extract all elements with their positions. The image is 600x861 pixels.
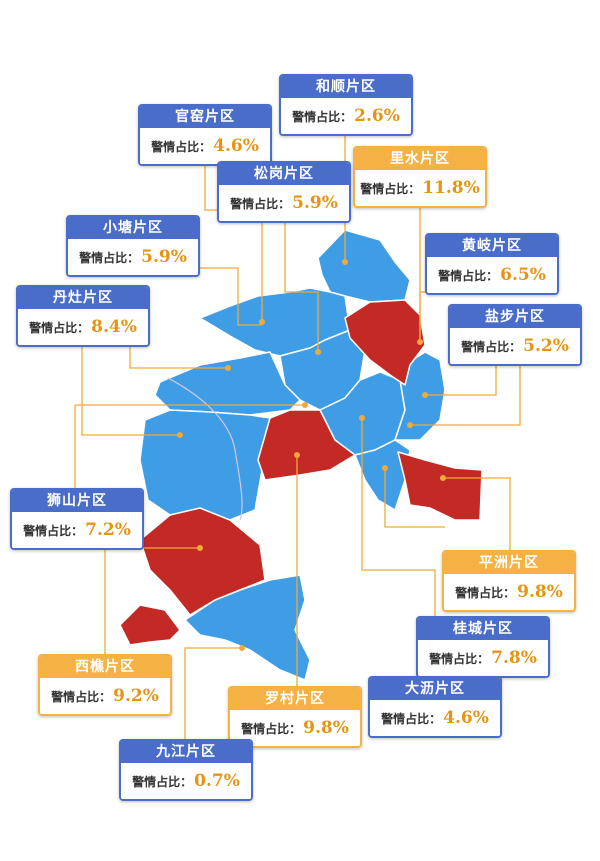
- dot-shishan: [177, 432, 183, 438]
- dot-jiujiang: [239, 645, 245, 651]
- leader-pingzhou-2: [384, 468, 445, 528]
- label-lishui[interactable]: 里水片区 警情占比： 11.8%: [353, 146, 487, 208]
- region-xiqiao-south[interactable]: [119, 604, 181, 646]
- label-dandzao-value: 8.4%: [91, 317, 137, 337]
- label-luocun-caption: 警情占比：: [241, 722, 302, 736]
- label-dali-title: 大沥片区: [370, 678, 500, 700]
- label-guanyao-title: 官窑片区: [140, 106, 270, 128]
- label-shishan-value: 7.2%: [85, 520, 131, 540]
- region-heshun[interactable]: [317, 229, 411, 303]
- dot-pingzhou: [440, 475, 446, 481]
- dot-guanyao: [259, 319, 265, 325]
- label-guanyao-value: 4.6%: [213, 136, 259, 156]
- label-xiqiao-title: 西樵片区: [40, 656, 170, 678]
- label-dali-caption: 警情占比：: [381, 712, 442, 726]
- label-huangqi-title: 黄岐片区: [427, 235, 557, 257]
- dot-songgang-2: [302, 402, 308, 408]
- dot-heshun: [342, 259, 348, 265]
- label-xiqiao[interactable]: 西樵片区 警情占比： 9.2%: [38, 654, 172, 716]
- label-pingzhou-value: 9.8%: [517, 582, 563, 602]
- dot-guicheng: [359, 415, 365, 421]
- label-dali[interactable]: 大沥片区 警情占比： 4.6%: [368, 676, 502, 738]
- label-huangqi[interactable]: 黄岐片区 警情占比： 6.5%: [425, 233, 559, 295]
- label-xiaotang-value: 5.9%: [141, 247, 187, 267]
- label-huangqi-caption: 警情占比：: [438, 269, 499, 283]
- label-luocun-value: 9.8%: [303, 718, 349, 738]
- region-luocun[interactable]: [257, 409, 356, 481]
- label-guicheng-caption: 警情占比：: [429, 652, 490, 666]
- label-shishan-title: 狮山片区: [12, 490, 142, 512]
- label-songgang[interactable]: 松岗片区 警情占比： 5.9%: [217, 161, 351, 223]
- dot-dandzao: [225, 365, 231, 371]
- region-shishan[interactable]: [139, 409, 271, 521]
- label-xiqiao-value: 9.2%: [113, 686, 159, 706]
- label-pingzhou-title: 平洲片区: [444, 552, 574, 574]
- label-heshun[interactable]: 和顺片区 警情占比： 2.6%: [279, 74, 413, 136]
- label-yanbu-caption: 警情占比：: [461, 340, 522, 354]
- label-dandzao-title: 丹灶片区: [18, 287, 148, 309]
- label-luocun[interactable]: 罗村片区 警情占比： 9.8%: [228, 686, 362, 748]
- label-dali-value: 4.6%: [443, 708, 489, 728]
- label-heshun-title: 和顺片区: [281, 76, 411, 98]
- label-yanbu-title: 盐步片区: [450, 306, 580, 328]
- label-huangqi-value: 6.5%: [500, 265, 546, 285]
- label-dandzao-caption: 警情占比：: [29, 321, 90, 335]
- label-pingzhou[interactable]: 平洲片区 警情占比： 9.8%: [442, 550, 576, 612]
- label-heshun-caption: 警情占比：: [292, 110, 353, 124]
- dot-xiqiao: [197, 545, 203, 551]
- river-line: [167, 377, 243, 521]
- label-yanbu[interactable]: 盐步片区 警情占比： 5.2%: [448, 304, 582, 366]
- label-shishan-caption: 警情占比：: [23, 524, 84, 538]
- leader-songgang: [284, 209, 319, 350]
- dot-yanbu-2: [407, 422, 413, 428]
- region-pingzhou[interactable]: [397, 451, 483, 521]
- dot-luocun: [294, 452, 300, 458]
- label-jiujiang-value: 0.7%: [194, 771, 240, 791]
- label-lishui-value: 11.8%: [422, 178, 480, 198]
- region-xiqiao[interactable]: [139, 507, 266, 616]
- label-xiaotang-caption: 警情占比：: [79, 251, 140, 265]
- leader-jiujiang: [184, 647, 242, 740]
- label-guanyao[interactable]: 官窑片区 警情占比： 4.6%: [138, 104, 272, 166]
- label-luocun-title: 罗村片区: [230, 688, 360, 710]
- label-guicheng-value: 7.8%: [491, 648, 537, 668]
- label-dandzao[interactable]: 丹灶片区 警情占比： 8.4%: [16, 285, 150, 347]
- region-lishui[interactable]: [344, 299, 426, 386]
- dot-lishui: [417, 339, 423, 345]
- leader-pingzhou: [443, 477, 511, 556]
- label-guicheng-title: 桂城片区: [418, 618, 548, 640]
- label-guanyao-caption: 警情占比：: [151, 140, 212, 154]
- label-xiaotang-title: 小塘片区: [68, 217, 198, 239]
- leader-guicheng: [361, 418, 436, 617]
- label-lishui-caption: 警情占比：: [360, 182, 421, 196]
- label-xiaotang[interactable]: 小塘片区 警情占比： 5.9%: [66, 215, 200, 277]
- dot-songgang: [315, 349, 321, 355]
- label-guicheng[interactable]: 桂城片区 警情占比： 7.8%: [416, 616, 550, 678]
- label-heshun-value: 2.6%: [354, 106, 400, 126]
- label-songgang-caption: 警情占比：: [230, 197, 291, 211]
- label-lishui-title: 里水片区: [355, 148, 485, 170]
- label-yanbu-value: 5.2%: [523, 336, 569, 356]
- label-jiujiang-title: 九江片区: [121, 741, 251, 763]
- label-songgang-title: 松岗片区: [219, 163, 349, 185]
- dot-pingzhou-2: [382, 465, 388, 471]
- label-jiujiang[interactable]: 九江片区 警情占比： 0.7%: [119, 739, 253, 801]
- label-jiujiang-caption: 警情占比：: [132, 775, 193, 789]
- dot-yanbu: [422, 392, 428, 398]
- label-shishan[interactable]: 狮山片区 警情占比： 7.2%: [10, 488, 144, 550]
- leader-yanbu-2: [410, 355, 521, 426]
- label-songgang-value: 5.9%: [292, 193, 338, 213]
- label-xiqiao-caption: 警情占比：: [51, 690, 112, 704]
- leader-shishan: [81, 335, 180, 436]
- label-pingzhou-caption: 警情占比：: [455, 586, 516, 600]
